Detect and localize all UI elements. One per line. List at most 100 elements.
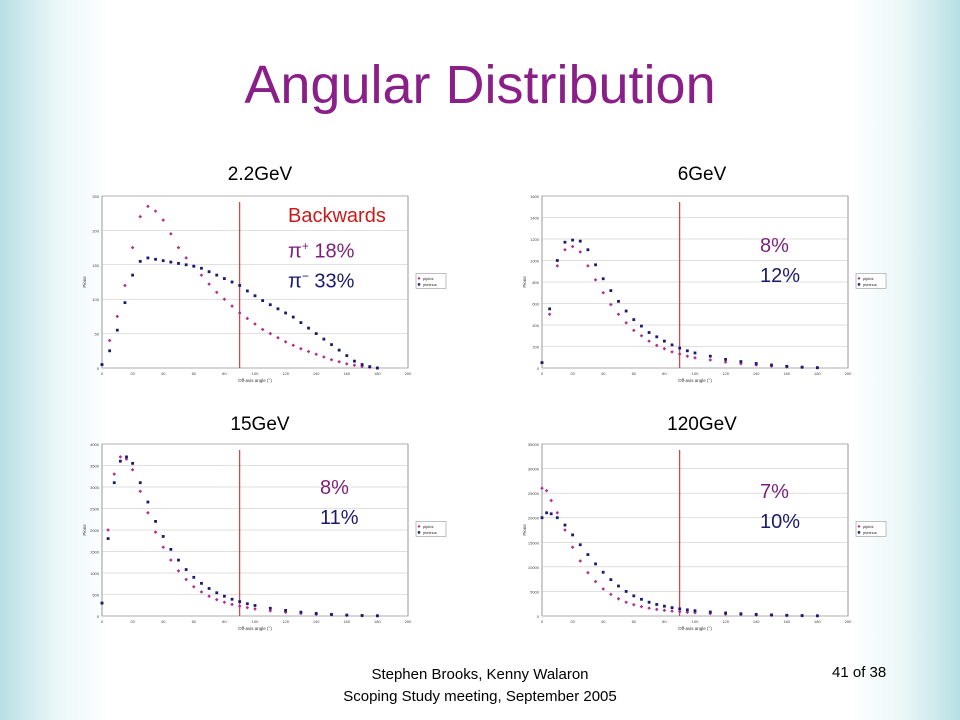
x-tick-label: 180	[374, 619, 381, 624]
data-point-piminus	[754, 362, 758, 365]
x-tick-label: 40	[601, 371, 606, 376]
data-point-piminus	[724, 358, 727, 361]
y-axis-label: Pions	[82, 276, 87, 288]
x-tick-label: 60	[632, 371, 637, 376]
data-point-piplus	[639, 333, 644, 338]
data-point-piminus	[108, 349, 112, 353]
data-point-piplus	[306, 349, 311, 354]
data-point-piminus	[640, 324, 643, 328]
chart-2.2gev: 0 50 100 150 200 250 0 20 40 60 80 100 120 140 160 180 2…	[82, 194, 447, 383]
data-point-piplus	[276, 335, 280, 340]
data-point-piplus	[199, 590, 204, 594]
data-point-piplus	[647, 606, 651, 610]
x-tick-label: 100	[252, 619, 259, 624]
data-point-piminus	[154, 520, 157, 523]
data-point-piminus	[548, 307, 552, 311]
x-tick-label: 0	[541, 371, 544, 376]
data-point-piminus	[253, 294, 257, 298]
data-point-piplus	[570, 244, 575, 249]
data-point-piminus	[655, 603, 659, 606]
y-tick-label: 200	[532, 345, 539, 350]
x-tick-label: 80	[222, 371, 227, 376]
x-tick-label: 160	[343, 371, 350, 376]
data-point-piplus	[639, 604, 644, 609]
data-point-piplus	[146, 511, 150, 515]
data-point-piplus	[115, 314, 120, 319]
data-point-piminus	[123, 301, 127, 305]
data-point-piplus	[586, 264, 590, 268]
data-point-piminus	[106, 537, 110, 540]
chart-120gev: 0 5000 10000 15000 20000 25000 30000 35000 0 20 40…	[522, 442, 887, 631]
y-tick-label: 50	[95, 332, 100, 337]
data-point-piminus	[100, 363, 104, 366]
x-tick-label: 120	[282, 371, 289, 376]
data-point-piminus	[268, 606, 272, 610]
data-point-piminus	[284, 609, 287, 612]
annotation-backwards: Backwards	[288, 205, 386, 227]
x-tick-label: 40	[601, 619, 606, 624]
legend-box	[415, 273, 447, 289]
x-tick-label: 100	[692, 619, 699, 624]
data-point-piminus	[268, 303, 272, 307]
data-point-piplus	[214, 597, 219, 602]
data-point-piminus	[215, 591, 219, 595]
data-point-piminus	[678, 346, 682, 350]
data-point-piminus	[238, 600, 242, 603]
x-tick-label: 180	[374, 371, 381, 376]
x-tick-label: 120	[722, 619, 729, 624]
data-point-piminus	[739, 612, 743, 616]
data-point-piminus	[800, 365, 804, 369]
x-axis-label: Off-axis angle (°)	[678, 626, 712, 631]
data-point-piminus	[200, 581, 203, 585]
data-point-piminus	[571, 533, 574, 537]
y-tick-label: 2000	[90, 528, 100, 533]
data-point-piplus	[555, 264, 560, 268]
data-point-piminus	[112, 481, 116, 485]
data-point-piminus	[739, 360, 743, 363]
data-point-piminus	[800, 614, 804, 617]
data-point-piminus	[549, 512, 553, 516]
data-point-piminus	[223, 594, 226, 598]
data-point-piplus	[299, 346, 303, 351]
data-point-piminus	[663, 604, 666, 608]
data-point-piminus	[238, 284, 242, 287]
chart-title-15gev: 15GeV	[230, 414, 290, 435]
data-point-piplus	[237, 311, 242, 315]
data-point-piplus	[601, 587, 605, 591]
data-point-piplus	[230, 602, 234, 607]
data-point-piplus	[723, 360, 728, 364]
data-point-piplus	[570, 545, 575, 549]
data-point-piminus	[770, 613, 773, 617]
data-point-piplus	[314, 352, 318, 357]
page-number: 41 of 38	[832, 664, 887, 681]
data-point-piplus	[677, 609, 682, 614]
data-point-piminus	[146, 256, 150, 260]
data-point-piminus	[594, 562, 597, 566]
y-tick-label: 1000	[90, 571, 100, 576]
y-tick-label: 35000	[528, 442, 540, 447]
data-point-piminus	[376, 614, 379, 618]
data-point-piplus	[184, 577, 188, 582]
data-point-piplus	[268, 331, 273, 336]
x-tick-label: 200	[845, 619, 852, 624]
data-point-piminus	[685, 608, 689, 612]
x-tick-label: 100	[252, 371, 259, 376]
data-point-piminus	[314, 332, 318, 335]
annotation-15gev-piplus: 8%	[320, 477, 349, 499]
minus-superscript: −	[301, 269, 309, 283]
y-tick-label: 0	[537, 366, 540, 371]
data-point-piplus	[176, 245, 181, 250]
legend-box	[415, 521, 447, 537]
x-tick-label: 160	[783, 371, 790, 376]
data-point-piplus	[112, 472, 117, 476]
data-point-piminus	[184, 568, 188, 571]
chart-15gev: 0 500 1000 1500 2000 2500 3000 3500 4000 0 20 40 60 8…	[82, 442, 447, 631]
y-tick-label: 600	[532, 302, 539, 307]
x-tick-label: 20	[570, 619, 575, 624]
x-tick-label: 180	[814, 619, 821, 624]
data-point-piminus	[724, 611, 727, 615]
data-point-piminus	[192, 575, 196, 579]
data-point-piminus	[200, 266, 203, 270]
x-axis-label: Off-axis angle (°)	[238, 626, 272, 631]
legend-box	[855, 273, 887, 289]
